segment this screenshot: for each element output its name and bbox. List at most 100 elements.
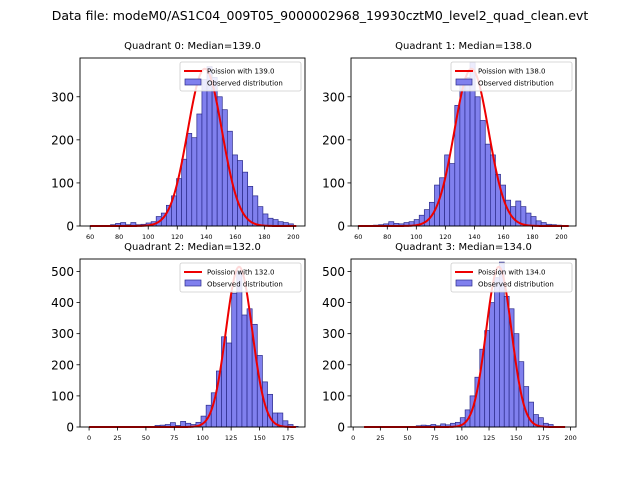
legend-hist-label: Observed distribution — [207, 281, 283, 289]
histogram-bar — [503, 295, 510, 428]
legend-hist-swatch — [455, 78, 473, 86]
legend-hist-label: Observed distribution — [478, 80, 554, 88]
y-tick-label: 100 — [322, 176, 345, 190]
axes-frame — [79, 258, 306, 428]
y-tick-label: 500 — [51, 265, 74, 279]
legend-hist-label: Observed distribution — [207, 80, 283, 88]
chart-panel-0: Quadrant 0: Median=139.0 60 80 100 120 140 160… — [51, 41, 306, 241]
y-tick-label: 300 — [51, 327, 74, 341]
y-tick-label: 200 — [51, 133, 74, 147]
histogram-bar — [423, 209, 430, 227]
x-tick-label: 100 — [456, 434, 468, 442]
x-tick-label: 120 — [171, 233, 183, 241]
legend-box — [450, 61, 573, 92]
histogram-bar — [530, 216, 537, 227]
histogram-bar — [252, 195, 259, 227]
histogram-bar — [221, 109, 228, 227]
axes-frame — [79, 57, 306, 227]
axes-frame — [350, 57, 577, 227]
histogram-bar — [474, 96, 481, 227]
x-tick-label: 150 — [510, 434, 522, 442]
y-tick-label: 100 — [322, 389, 345, 403]
chart-panel-2: Quadrant 2: Median=132.0 0 25 50 75 100 125 150… — [51, 242, 306, 442]
histogram-bar — [226, 342, 233, 428]
x-tick-label: 125 — [483, 434, 495, 442]
histogram-bar — [196, 113, 203, 227]
y-tick-label: 300 — [51, 90, 74, 104]
legend-hist-swatch — [184, 78, 202, 86]
x-tick-label: 200 — [555, 233, 567, 241]
chart-title: Quadrant 3: Median=134.0 — [395, 242, 532, 253]
histogram-bar — [231, 292, 238, 428]
x-tick-label: 100 — [142, 233, 154, 241]
histogram-bar — [181, 158, 188, 227]
histogram-bar — [241, 314, 248, 428]
y-tick-label: 0 — [337, 220, 345, 234]
histogram-bar — [464, 77, 471, 227]
x-tick-label: 75 — [170, 434, 178, 442]
legend-hist-swatch — [184, 279, 202, 287]
histogram-bar — [237, 160, 243, 227]
legend-fit-label: Poission with 134.0 — [478, 269, 546, 277]
figure-title: Data file: modeM0/AS1C04_009T05_90000029… — [51, 8, 589, 23]
histogram-bar — [479, 120, 486, 227]
histogram-bar — [191, 137, 198, 227]
y-tick-label: 0 — [66, 421, 74, 435]
x-tick-label: 150 — [253, 434, 265, 442]
y-tick-label: 0 — [337, 421, 345, 435]
x-tick-label: 0 — [351, 434, 355, 442]
histogram-bar — [267, 393, 273, 428]
legend-hist-swatch — [455, 279, 473, 287]
y-tick-label: 300 — [322, 90, 345, 104]
legend-fit-label: Poission with 139.0 — [207, 68, 275, 76]
x-tick-label: 50 — [142, 434, 150, 442]
x-tick-label: 25 — [376, 434, 384, 442]
histogram-bar — [236, 271, 243, 428]
y-tick-label: 400 — [51, 296, 74, 310]
y-tick-label: 100 — [51, 389, 74, 403]
x-tick-label: 100 — [197, 434, 209, 442]
chart-title: Quadrant 2: Median=132.0 — [124, 242, 261, 253]
x-tick-label: 160 — [229, 233, 241, 241]
y-tick-label: 0 — [66, 220, 74, 234]
y-tick-label: 200 — [322, 133, 345, 147]
x-tick-label: 200 — [287, 233, 299, 241]
histogram-bar — [262, 213, 269, 227]
histogram-bar — [257, 206, 264, 227]
x-tick-label: 160 — [497, 233, 509, 241]
x-tick-label: 75 — [431, 434, 439, 442]
x-tick-label: 60 — [354, 233, 362, 241]
x-tick-label: 60 — [86, 233, 94, 241]
histogram-bar — [484, 143, 491, 227]
x-tick-label: 100 — [410, 233, 422, 241]
histogram-bar — [489, 302, 495, 428]
chart-title: Quadrant 0: Median=139.0 — [124, 41, 261, 52]
axes-frame — [350, 258, 577, 428]
chart-panel-3: Quadrant 3: Median=134.0 0 25 50 75 100 125 150… — [322, 242, 577, 442]
y-tick-label: 500 — [322, 265, 345, 279]
x-tick-label: 175 — [537, 434, 549, 442]
chart-title: Quadrant 1: Median=138.0 — [395, 41, 532, 52]
legend-box — [179, 61, 302, 92]
chart-panel-1: Quadrant 1: Median=138.0 60 80 100 120 140 160… — [322, 41, 577, 241]
histogram-bar — [186, 133, 193, 227]
x-tick-label: 140 — [468, 233, 480, 241]
x-tick-label: 80 — [115, 233, 123, 241]
legend-fit-label: Poission with 132.0 — [207, 269, 275, 277]
legend-fit-label: Poission with 138.0 — [478, 68, 546, 76]
x-tick-label: 125 — [225, 434, 237, 442]
histogram-bar — [459, 83, 466, 227]
y-tick-label: 200 — [51, 358, 74, 372]
x-tick-label: 120 — [439, 233, 451, 241]
histogram-bar — [494, 277, 500, 428]
y-tick-label: 400 — [322, 296, 345, 310]
histogram-bar — [201, 79, 208, 227]
histogram-bar — [449, 163, 456, 227]
x-tick-label: 200 — [564, 434, 576, 442]
x-tick-label: 25 — [113, 434, 121, 442]
x-tick-label: 80 — [383, 233, 391, 241]
y-tick-label: 200 — [322, 358, 345, 372]
histogram-bar — [525, 212, 532, 227]
legend-box — [179, 262, 302, 293]
